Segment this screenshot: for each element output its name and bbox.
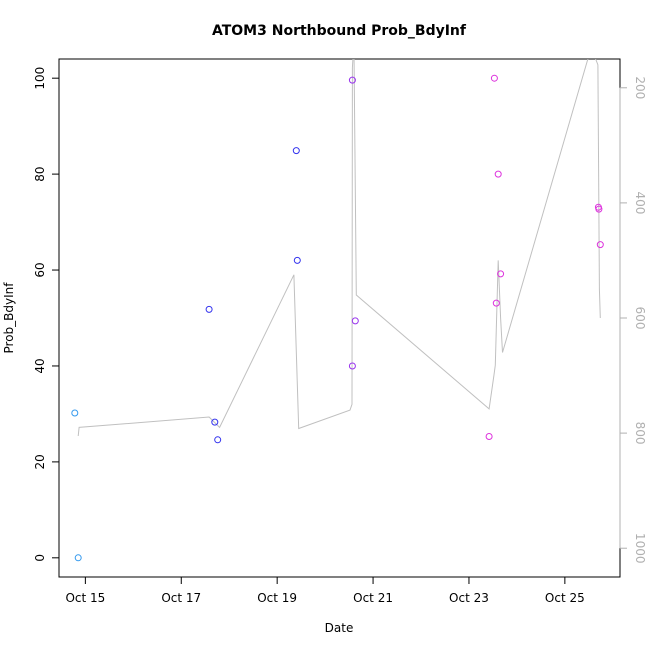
data-point [492,299,500,307]
x-axis: Oct 15 Oct 17 Oct 19 Oct 21 Oct 23 Oct 25 [65,576,585,605]
y2-tick-label: 200 [633,76,647,99]
data-point [485,433,493,440]
y-tick-label: 40 [33,358,47,373]
y-axis-label: Prob_BdyInf [2,282,16,354]
y2-tick-label: 600 [633,307,647,330]
data-point [205,305,213,313]
plot-frame [58,58,621,578]
x-tick-label: Oct 23 [449,591,489,605]
y-axis: 0 20 40 60 80 100 [33,67,60,562]
y-tick-label: 0 [33,554,47,562]
x-axis-label: Date [325,621,354,635]
data-point [211,418,219,426]
y2-tick-label: 800 [633,422,647,445]
data-point [595,205,603,213]
data-point [351,317,359,325]
y2-tick-label: 400 [633,191,647,214]
y2-axis: 200 400 600 800 1000 [619,76,647,564]
data-point [293,256,301,264]
y-tick-label: 100 [33,67,47,90]
data-point [74,554,82,562]
y-tick-label: 20 [33,454,47,469]
chart-title: ATOM3 Northbound Prob_BdyInf [212,23,467,39]
data-point [348,76,356,84]
line-series-path [77,59,601,437]
x-tick-label: Oct 19 [257,591,297,605]
data-point [348,362,356,370]
x-tick-label: Oct 15 [65,591,105,605]
data-point [596,241,604,249]
y-tick-label: 60 [33,262,47,277]
data-point [71,409,79,417]
data-point [292,147,300,155]
x-tick-label: Oct 25 [545,591,585,605]
x-tick-label: Oct 17 [161,591,201,605]
data-point [497,270,505,278]
data-point [214,436,222,444]
data-point [494,170,502,178]
y-tick-label: 80 [33,166,47,181]
scatter-points [71,74,604,562]
data-point [490,74,498,82]
line-series [77,59,601,437]
x-tick-label: Oct 21 [353,591,393,605]
y2-tick-label: 1000 [633,533,647,564]
